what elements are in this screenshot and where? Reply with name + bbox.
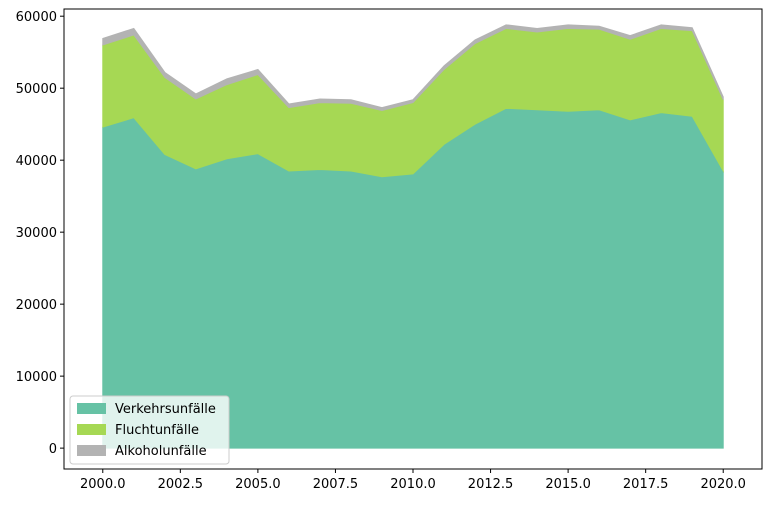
legend-swatch-fluchtunfaelle	[77, 424, 106, 435]
x-tick-label: 2020.0	[700, 477, 746, 492]
x-tick-label: 2005.0	[235, 477, 281, 492]
y-tick-label: 50000	[16, 82, 57, 97]
area-alkoholunfalle	[102, 24, 724, 112]
x-tick-label: 2010.0	[390, 477, 436, 492]
x-tick-label: 2012.5	[468, 477, 514, 492]
legend-swatch-alkoholunfaelle	[77, 445, 106, 456]
x-tick-label: 2000.0	[80, 477, 126, 492]
legend: Verkehrsunfälle Fluchtunfälle Alkoholunf…	[69, 395, 230, 465]
x-tick-label: 2007.5	[313, 477, 359, 492]
legend-box	[69, 395, 230, 465]
y-tick-label: 0	[49, 442, 57, 457]
x-axis: 2000.0 2002.5 2005.0 2007.5 2010.0 2012.5 2015…	[80, 469, 746, 492]
y-tick-label: 20000	[16, 298, 57, 313]
x-tick-label: 2017.5	[623, 477, 669, 492]
legend-label-fluchtunfaelle: Fluchtunfälle	[115, 423, 199, 438]
y-tick-label: 10000	[16, 370, 57, 385]
y-tick-label: 60000	[16, 10, 57, 25]
x-tick-label: 2002.5	[158, 477, 204, 492]
x-tick-label: 2015.0	[545, 477, 591, 492]
y-tick-label: 40000	[16, 154, 57, 169]
legend-label-verkehrsunfaelle: Verkehrsunfälle	[115, 402, 216, 417]
area-series-group	[102, 24, 724, 449]
legend-label-alkoholunfaelle: Alkoholunfälle	[115, 444, 207, 459]
legend-swatch-verkehrsunfaelle	[77, 403, 106, 414]
y-axis: 0 10000 20000 30000 40000 50000 60000	[16, 10, 64, 457]
y-tick-label: 30000	[16, 226, 57, 241]
